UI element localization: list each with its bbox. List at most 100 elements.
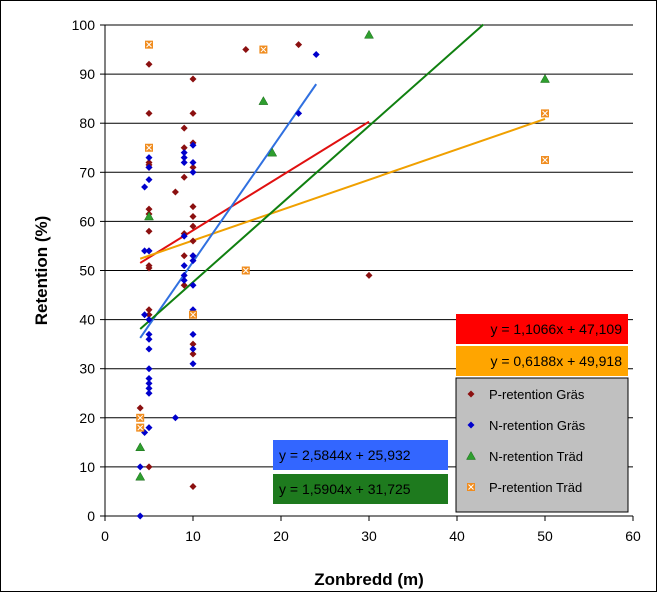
- data-point: [365, 271, 373, 279]
- data-point: [136, 463, 144, 471]
- data-point: [145, 264, 153, 272]
- data-point: [189, 310, 197, 319]
- data-point: [189, 163, 197, 171]
- data-point: [145, 335, 153, 343]
- data-point: [145, 109, 153, 117]
- x-tick-label: 60: [625, 528, 641, 544]
- data-point: [189, 281, 197, 289]
- data-point: [145, 330, 153, 338]
- data-point: [171, 188, 179, 196]
- data-point: [267, 147, 278, 157]
- legend-marker: [467, 483, 475, 491]
- data-point: [136, 413, 145, 422]
- data-point: [180, 158, 188, 166]
- data-point: [258, 96, 269, 105]
- data-point: [189, 168, 197, 176]
- marker-x: [542, 110, 548, 117]
- data-point: [295, 109, 303, 117]
- y-tick-label: 0: [87, 508, 95, 524]
- trendline: [139, 118, 546, 260]
- data-point: [145, 306, 153, 314]
- equation-text: y = 2,5844x + 25,932: [279, 447, 411, 463]
- trendlines: [139, 23, 546, 339]
- equation-box: [273, 474, 448, 504]
- data-point: [189, 360, 197, 368]
- data-point: [189, 109, 197, 117]
- data-point: [241, 266, 250, 275]
- marker-x: [190, 311, 196, 318]
- data-point: [189, 340, 197, 348]
- data-point: [141, 311, 149, 319]
- equation-box: [273, 440, 448, 470]
- data-point: [145, 247, 153, 255]
- data-point: [295, 41, 303, 49]
- data-point: [259, 45, 268, 54]
- data-point: [180, 281, 188, 289]
- data-point: [180, 144, 188, 152]
- data-point: [180, 271, 188, 279]
- data-point: [145, 176, 153, 184]
- y-tick-label: 100: [72, 17, 96, 33]
- data-point: [180, 252, 188, 260]
- data-point: [189, 222, 197, 230]
- y-tick-label: 90: [79, 66, 95, 82]
- data-point: [189, 257, 197, 265]
- legend-box: [455, 377, 629, 513]
- data-point: [180, 232, 188, 240]
- legend-label: N-retention Träd: [489, 449, 583, 464]
- data-point: [145, 424, 153, 432]
- equation-text: y = 1,1066x + 47,109: [490, 321, 622, 337]
- data-point: [180, 124, 188, 132]
- data-point: [145, 60, 153, 68]
- equation-text: y = 1,5904x + 31,725: [279, 481, 411, 497]
- data-point: [189, 252, 197, 260]
- data-point: [136, 423, 145, 432]
- data-point: [180, 262, 188, 270]
- data-point: [180, 173, 188, 181]
- x-axis-title: Zonbredd (m): [314, 570, 424, 589]
- marker-x: [137, 414, 144, 421]
- y-tick-label: 40: [79, 312, 95, 328]
- y-tick-label: 60: [79, 213, 95, 229]
- marker-x: [542, 157, 548, 163]
- legend: P-retention Gräs N-retention Gräs N-retent…: [455, 377, 629, 513]
- trendline: [139, 120, 370, 264]
- x-tick-label: 40: [449, 528, 465, 544]
- data-point: [145, 316, 153, 324]
- data-point: [145, 163, 153, 171]
- trendline: [139, 23, 485, 330]
- data-point: [141, 183, 149, 191]
- y-tick-label: 80: [79, 115, 95, 131]
- data-point: [145, 375, 153, 383]
- legend-marker: [467, 390, 475, 398]
- data-point: [144, 211, 154, 221]
- data-point: [189, 345, 197, 353]
- data-point: [189, 212, 197, 220]
- legend-label: P-retention Gräs: [489, 387, 585, 402]
- data-points: [135, 29, 550, 520]
- legend-marker: [466, 450, 476, 460]
- data-point: [136, 512, 144, 520]
- data-point: [189, 141, 197, 149]
- data-point: [145, 40, 153, 49]
- data-point: [364, 29, 374, 39]
- y-tick-label: 10: [79, 459, 95, 475]
- data-point: [145, 154, 153, 162]
- x-tick-label: 20: [273, 528, 289, 544]
- y-axis-title: Retention (%): [32, 216, 51, 326]
- data-point: [136, 404, 144, 412]
- data-point: [540, 74, 550, 83]
- x-tick-label: 30: [361, 528, 377, 544]
- data-point: [189, 75, 197, 83]
- marker-x: [468, 484, 474, 490]
- x-tick-label: 0: [101, 528, 109, 544]
- equation-box: [456, 314, 628, 344]
- x-tick-label: 10: [185, 528, 201, 544]
- axes: 0 10 20 30 40 50 60 70 80 90 100 0 10 20 30 40 50 60: [72, 17, 641, 544]
- data-point: [141, 247, 149, 255]
- trendline: [139, 83, 318, 339]
- equation-box: [456, 346, 628, 376]
- data-point: [180, 276, 188, 284]
